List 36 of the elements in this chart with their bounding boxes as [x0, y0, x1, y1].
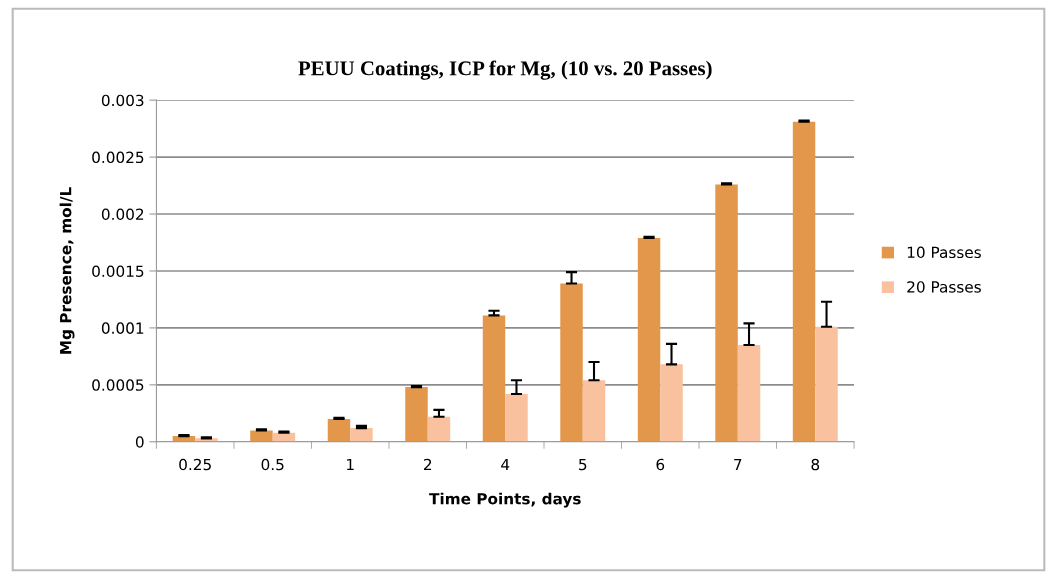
bar: [427, 416, 451, 442]
bar: [350, 428, 373, 442]
x-axis-title: Time Points, days: [429, 492, 581, 508]
bar: [405, 387, 428, 442]
bar: [560, 283, 583, 442]
bar: [327, 419, 351, 442]
bar: [815, 326, 838, 442]
y-tick-label: 0.0015: [92, 265, 144, 277]
bar: [792, 121, 816, 442]
y-tick-label: 0.001: [101, 322, 144, 334]
x-tick-label: 0.5: [261, 458, 284, 471]
y-tick-label: 0.0005: [92, 379, 144, 391]
bar: [737, 344, 761, 442]
bar: [715, 184, 738, 442]
x-tick-label: 0.25: [179, 458, 211, 471]
y-tick-label: 0.003: [101, 94, 144, 107]
y-tick-label: 0.002: [101, 208, 144, 221]
chart-title: PEUU Coatings, ICP for Mg, (10 vs. 20 Passes): [298, 60, 712, 80]
y-tick-label: 0.0025: [92, 151, 144, 164]
legend-label: 10 Passes: [907, 246, 981, 259]
bar: [482, 315, 506, 442]
bar: [637, 237, 661, 442]
bar: [582, 380, 606, 442]
y-axis-title: Mg Presence, mol/L: [59, 187, 75, 354]
x-tick-label: 1: [347, 458, 354, 471]
x-tick-label: 8: [811, 458, 820, 471]
bar: [505, 393, 528, 442]
bar: [250, 430, 273, 442]
x-tick-label: 2: [423, 458, 432, 471]
x-tick-label: 6: [656, 458, 665, 471]
bar: [660, 364, 683, 442]
x-tick-label: 5: [579, 458, 587, 471]
legend-label: 20 Passes: [907, 281, 981, 293]
x-tick-label: 7: [734, 458, 742, 471]
x-tick-label: 4: [501, 458, 510, 471]
y-tick-label: 0: [135, 436, 144, 448]
